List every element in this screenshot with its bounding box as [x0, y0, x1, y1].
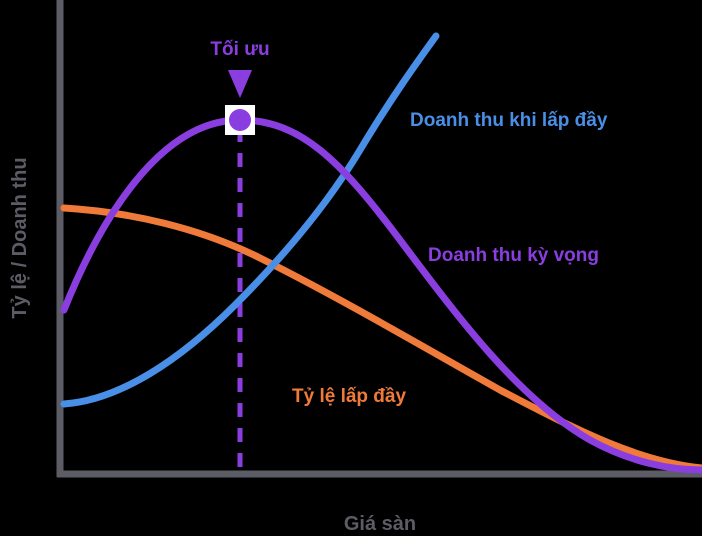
series-expected-revenue-line: [60, 116, 702, 474]
expected-revenue-label: Doanh thu kỳ vọng: [428, 245, 599, 266]
x-axis-label: Giá sàn: [344, 513, 416, 535]
series-full-revenue-line: [60, 32, 440, 408]
optimum-marker: [229, 109, 251, 131]
full-revenue-label: Doanh thu khi lấp đầy: [410, 110, 608, 131]
series-fill-rate-line: [60, 204, 702, 472]
optimum-label: Tối ưu: [210, 39, 269, 60]
y-axis-label: Tỷ lệ / Doanh thu: [9, 157, 31, 318]
optimum-arrow-icon: [228, 70, 252, 98]
fill-rate-label: Tỷ lệ lấp đầy: [292, 386, 406, 407]
